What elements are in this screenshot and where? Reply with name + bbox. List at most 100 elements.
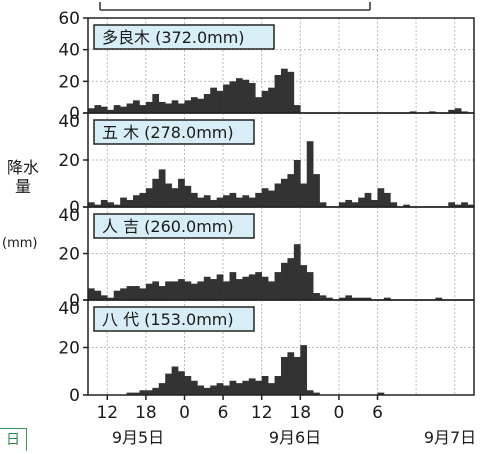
date-label: 9月6日 bbox=[269, 428, 321, 447]
bar bbox=[313, 293, 320, 300]
bar bbox=[248, 378, 256, 395]
bar bbox=[152, 178, 160, 207]
bar bbox=[261, 188, 269, 207]
bar bbox=[145, 283, 153, 300]
bar bbox=[190, 97, 198, 113]
bar bbox=[113, 105, 121, 113]
bar bbox=[377, 188, 385, 207]
bar bbox=[158, 101, 166, 113]
bar bbox=[107, 297, 115, 300]
bar bbox=[448, 109, 455, 113]
bar bbox=[190, 192, 198, 207]
y-tick-label: 40 bbox=[58, 112, 80, 132]
bar bbox=[274, 183, 282, 207]
y-tick-label: 0 bbox=[69, 291, 80, 311]
bar bbox=[403, 204, 410, 207]
bar bbox=[171, 366, 179, 395]
bar bbox=[255, 97, 262, 113]
date-label: 9月7日 bbox=[424, 428, 476, 447]
bar bbox=[126, 199, 134, 207]
bar bbox=[313, 174, 320, 207]
bar bbox=[184, 376, 192, 395]
bar bbox=[306, 272, 314, 300]
y-axis-unit: (mm) bbox=[2, 236, 38, 251]
bar bbox=[216, 274, 224, 300]
bar bbox=[197, 385, 205, 395]
bar bbox=[409, 111, 417, 113]
station-label-box bbox=[93, 24, 275, 50]
bar bbox=[306, 390, 314, 395]
bar bbox=[255, 380, 262, 395]
bar bbox=[293, 105, 301, 113]
station-label: 五 木 (278.0mm) bbox=[102, 123, 234, 142]
bar bbox=[338, 297, 346, 300]
bar bbox=[184, 100, 192, 113]
station-label: 人 吉 (260.0mm) bbox=[102, 217, 234, 236]
x-tick-label: 6 bbox=[218, 403, 229, 423]
bar bbox=[139, 390, 147, 395]
bar bbox=[364, 192, 372, 207]
bar bbox=[126, 103, 134, 113]
x-tick-label: 12 bbox=[251, 403, 273, 423]
bar bbox=[216, 383, 224, 395]
bar bbox=[145, 390, 153, 395]
bar bbox=[281, 68, 288, 113]
bar bbox=[88, 202, 95, 207]
bar bbox=[300, 265, 308, 300]
station-label-box bbox=[93, 119, 255, 145]
bar bbox=[190, 380, 198, 395]
bar bbox=[235, 197, 243, 207]
bar bbox=[171, 100, 179, 113]
station-label-box bbox=[93, 213, 255, 239]
bar bbox=[100, 295, 108, 300]
bar bbox=[139, 288, 147, 300]
bar bbox=[281, 262, 288, 300]
bar bbox=[454, 108, 462, 113]
y-tick-label: 0 bbox=[69, 386, 80, 406]
bar bbox=[287, 352, 295, 395]
y-tick-label: 20 bbox=[58, 151, 80, 171]
y-tick-label: 0 bbox=[69, 198, 80, 218]
bar bbox=[248, 274, 256, 300]
bar bbox=[287, 71, 295, 113]
bar bbox=[383, 192, 391, 207]
bar bbox=[120, 288, 127, 300]
bar bbox=[178, 103, 185, 113]
bar bbox=[120, 106, 127, 113]
bar bbox=[274, 75, 282, 113]
bar bbox=[461, 111, 468, 113]
bar bbox=[100, 106, 108, 113]
bar bbox=[184, 185, 192, 207]
bar bbox=[351, 202, 359, 207]
bar bbox=[255, 192, 262, 207]
bar bbox=[197, 281, 205, 300]
bar bbox=[120, 197, 127, 207]
bar bbox=[428, 111, 436, 113]
bar bbox=[345, 199, 353, 207]
bar bbox=[364, 297, 372, 300]
bar bbox=[171, 281, 179, 300]
station-label-box bbox=[93, 306, 255, 332]
bar bbox=[248, 82, 256, 113]
y-tick-label: 20 bbox=[58, 245, 80, 265]
bar bbox=[100, 199, 108, 207]
bar bbox=[319, 202, 327, 207]
bar bbox=[229, 380, 237, 395]
bar bbox=[235, 279, 243, 300]
y-tick-label: 0 bbox=[69, 104, 80, 124]
bar bbox=[133, 100, 140, 113]
bar bbox=[94, 204, 102, 207]
bar bbox=[203, 94, 211, 113]
bar bbox=[178, 371, 185, 395]
bar bbox=[94, 290, 102, 300]
bar bbox=[293, 357, 301, 395]
bar bbox=[113, 290, 121, 300]
station-label: 多良木 (372.0mm) bbox=[102, 28, 245, 47]
y-axis-label: 降水量 bbox=[6, 158, 39, 196]
bar bbox=[281, 357, 288, 395]
bar bbox=[158, 383, 166, 395]
bar bbox=[281, 178, 288, 207]
bar bbox=[268, 87, 275, 113]
bar bbox=[197, 197, 205, 207]
